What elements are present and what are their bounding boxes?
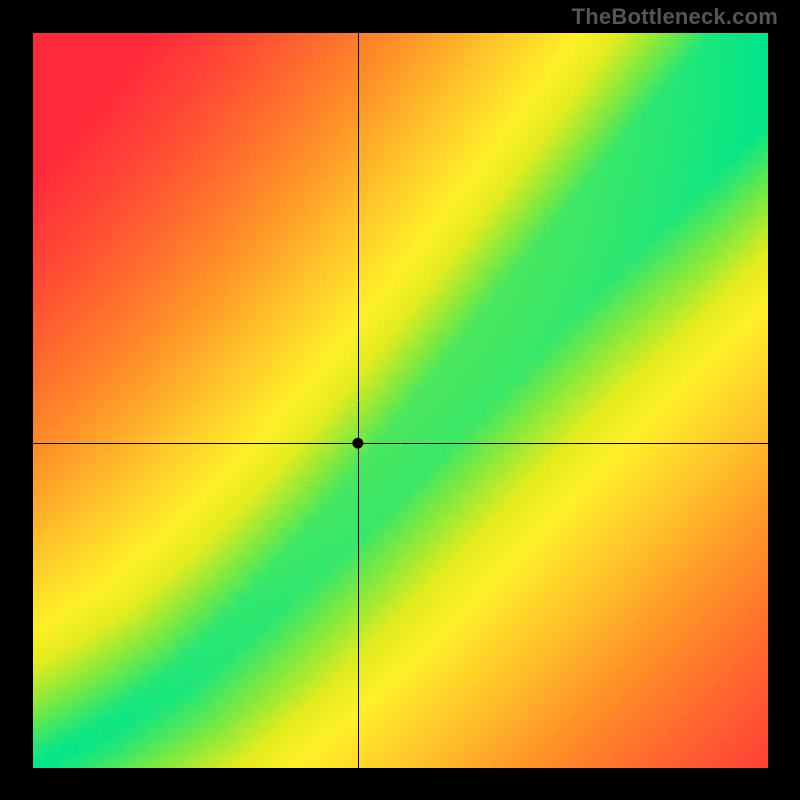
watermark-text: TheBottleneck.com: [572, 4, 778, 30]
crosshair-overlay: [33, 33, 768, 768]
chart-container: TheBottleneck.com: [0, 0, 800, 800]
